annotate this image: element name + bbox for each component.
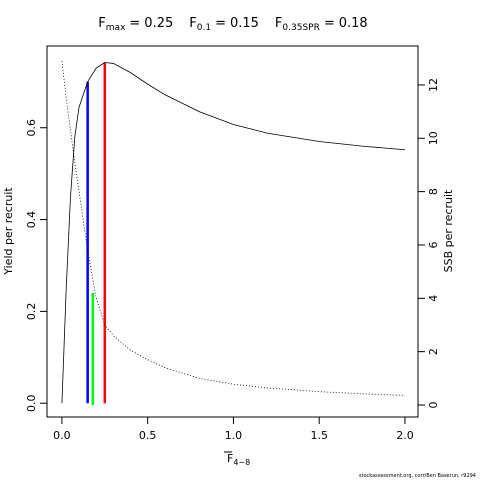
title-symbol: F [275,16,282,31]
y2-tick-label: 4 [427,295,440,302]
title-sign: = [129,16,140,31]
x-tick-label: 0.5 [139,429,157,442]
title-sign: = [215,16,226,31]
y2-tick-label: 2 [427,348,440,355]
title-value: 0.25 [144,16,173,31]
y2-tick-label: 6 [427,241,440,248]
plot-box [46,45,419,418]
y-tick-label: 0.4 [25,211,38,229]
x-label-symbol: F [227,452,233,465]
title-subscript: 0.35SPR [282,23,319,33]
title-symbol: F [189,16,196,31]
y2-tick-label: 8 [427,188,440,195]
title-value: 0.18 [339,16,368,31]
x-tick-label: 2.0 [396,429,414,442]
y-tick-label: 0.6 [25,119,38,136]
x-tick-label: 1.0 [225,429,243,442]
x-tick-label: 1.5 [310,429,328,442]
y-axis-label: Yield per recruit [2,187,15,276]
title-value: 0.15 [230,16,259,31]
x-label-subscript: 4−8 [233,458,250,467]
series-line [61,62,405,404]
y-tick-label: 0.2 [25,303,38,321]
footer: stockassessment.org, corr/Ben Baserun, r… [359,473,476,479]
title-subscript: 0.1 [197,23,211,33]
series-line [61,60,405,396]
y2-tick-label: 12 [427,78,440,92]
x-axis-label: F4−8 [227,452,250,467]
y2-tick-label: 0 [427,401,440,408]
title-subscript: max [106,23,126,33]
chart-title: Fmax = 0.25 F0.1 = 0.15 F0.35SPR = 0.18 [98,16,367,33]
x-tick-label: 0.0 [53,429,71,442]
title-sign: = [324,16,335,31]
y-tick-label: 0.0 [25,394,38,412]
title-symbol: F [98,16,105,31]
y2-axis-label: SSB per recruit [442,189,455,272]
y2-tick-label: 10 [427,131,440,145]
